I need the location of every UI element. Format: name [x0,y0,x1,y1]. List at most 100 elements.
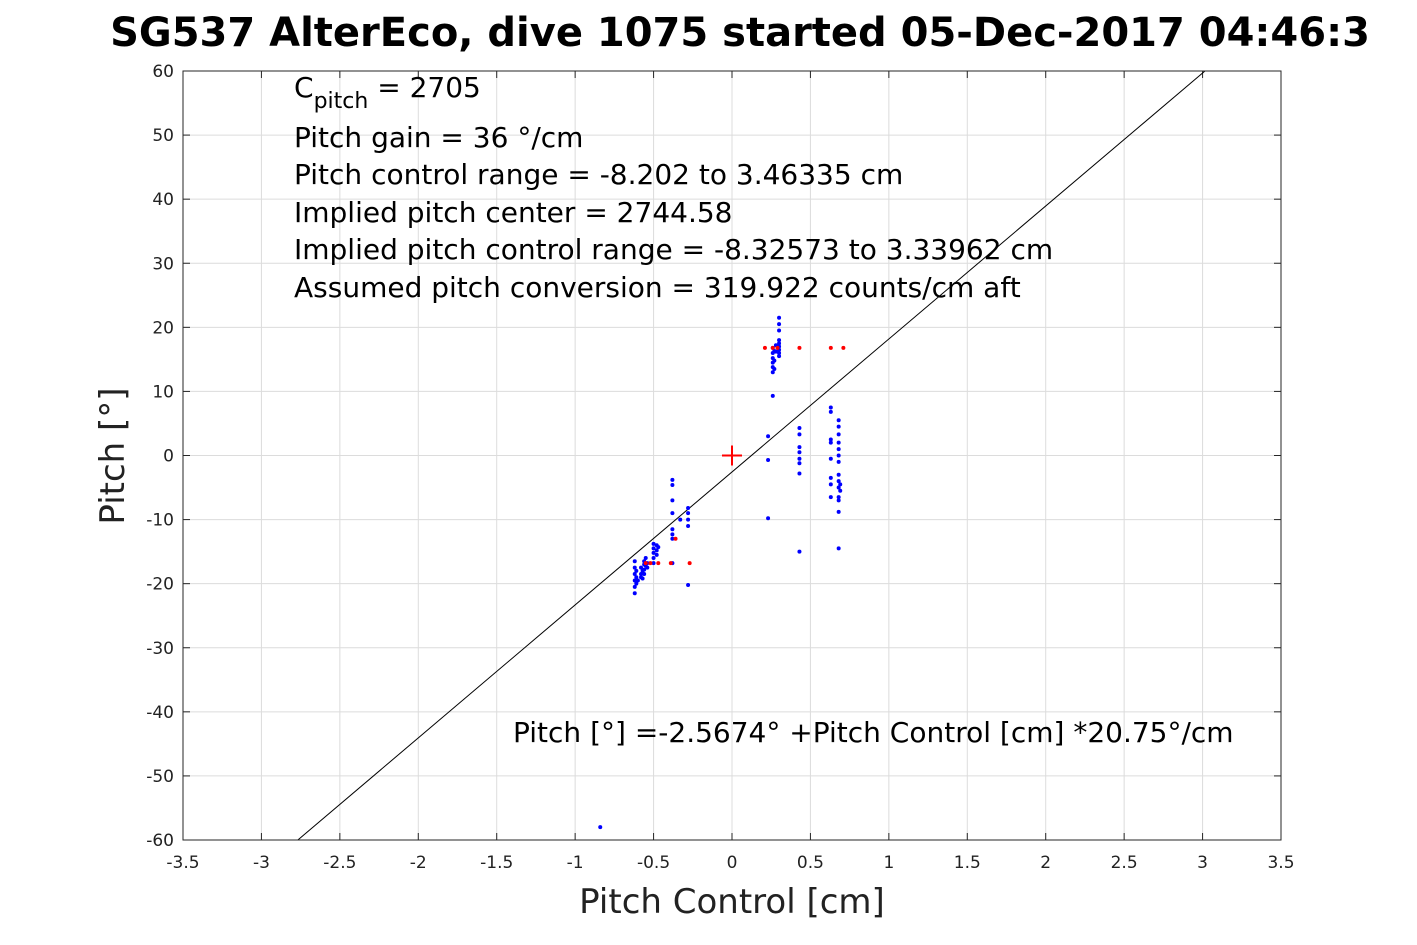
blue-data-point [651,550,656,555]
blue-data-point [766,516,771,521]
blue-data-point [836,472,841,477]
pitch-conversion-annotation: Assumed pitch conversion = 319.922 count… [294,271,1021,304]
red-data-point [687,561,692,566]
blue-data-point [632,572,637,577]
blue-data-point [836,498,841,503]
y-tick-label: 40 [152,190,174,210]
blue-data-point [643,556,648,561]
y-tick-label: 10 [152,382,174,402]
blue-data-point [777,354,782,359]
center-marker-layer [722,445,742,466]
implied-pitch-center-annotation: Implied pitch center = 2744.58 [294,196,732,229]
blue-data-point [828,440,833,445]
blue-data-point [836,418,841,423]
y-tick-label: -10 [146,511,174,531]
blue-data-point [797,432,802,437]
x-tick-label: -2 [410,853,427,873]
blue-data-point [686,511,691,516]
blue-data-point [670,532,675,537]
blue-data-point [797,471,802,476]
blue-data-point [838,482,843,487]
x-tick-label: 1.5 [954,853,981,873]
blue-data-point [645,565,650,570]
blue-data-point [651,541,656,546]
blue-data-point [838,488,843,493]
blue-data-point [651,561,656,566]
blue-data-point [773,349,778,354]
x-tick-label: 1 [883,853,894,873]
y-axis-label: Pitch [°] [93,387,133,524]
red-data-point [828,345,833,350]
blue-data-point [642,567,647,572]
blue-data-point [770,393,775,398]
blue-data-point [828,475,833,480]
blue-data-point [836,432,841,437]
blue-data-point [670,536,675,541]
red-data-point [643,561,648,566]
blue-data-point [797,445,802,450]
x-tick-label: 0 [727,853,738,873]
blue-data-point [634,575,639,580]
blue-data-point [639,565,644,570]
x-tick-label: -3.5 [166,853,199,873]
y-tick-label: -50 [146,767,174,787]
blue-data-point [836,424,841,429]
blue-data-point [686,523,691,528]
blue-data-point [828,495,833,500]
blue-data-point [777,322,782,327]
blue-data-point [640,576,645,581]
fit-line [297,70,1206,841]
blue-data-point [797,549,802,554]
x-tick-label: 2 [1040,853,1051,873]
blue-data-point [686,582,691,587]
blue-data-point [670,477,675,482]
red-data-point [668,561,673,566]
blue-data-point [797,456,802,461]
blue-data-point [772,358,777,363]
blue-data-point [670,482,675,487]
fit-line-layer [297,70,1206,841]
x-tick-label: -0.5 [637,853,670,873]
blue-data-point [598,825,603,830]
blue-data-point [642,572,647,577]
red-data-point [762,345,767,350]
red-data-point [770,345,775,350]
x-tick-label: 3 [1197,853,1208,873]
blue-data-point [632,578,637,583]
y-tick-label: -30 [146,639,174,659]
blue-data-point [836,453,841,458]
blue-data-point [634,581,639,586]
y-tick-label: 30 [152,254,174,274]
blue-data-point [828,456,833,461]
pitch-control-range-annotation: Pitch control range = -8.202 to 3.46335 … [294,158,903,191]
blue-data-point [651,556,656,561]
blue-data-point [777,338,782,343]
c-pitch-value: = 2705 [368,71,481,104]
y-tick-label: 0 [163,447,174,467]
blue-data-point [777,315,782,320]
x-tick-label: -1.5 [480,853,513,873]
plot-frame [182,70,1282,841]
x-axis-label: Pitch Control [cm] [579,882,885,922]
pitch-gain-annotation: Pitch gain = 36 °/cm [294,121,583,154]
blue-data-point [670,527,675,532]
c-pitch-subscript: pitch [314,89,369,114]
y-tick-label: -60 [146,831,174,851]
blue-data-point [777,350,782,355]
blue-data-point [828,437,833,442]
blue-data-point [766,434,771,439]
red-data-point [797,345,802,350]
blue-data-point [770,370,775,375]
y-tick-label: 20 [152,318,174,338]
blue-data-point [656,545,661,550]
x-tick-label: 0.5 [797,853,824,873]
x-tick-label: -3 [253,853,270,873]
blue-data-point [670,498,675,503]
blue-data-point [836,495,841,500]
x-tick-label: 2.5 [1111,853,1138,873]
blue-data-point [836,509,841,514]
blue-data-point [686,517,691,522]
blue-data-point [777,341,782,346]
blue-data-point [797,461,802,466]
data-points [598,315,846,830]
